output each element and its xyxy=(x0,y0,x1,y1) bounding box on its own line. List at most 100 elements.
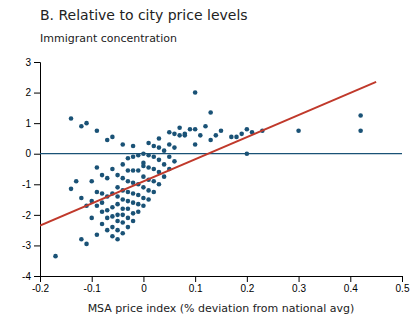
point xyxy=(141,203,146,208)
y-axis: -4-3-2-10123 xyxy=(22,57,40,282)
point xyxy=(120,162,125,167)
point xyxy=(126,225,131,230)
reference-line xyxy=(40,153,402,154)
point xyxy=(120,231,125,236)
point xyxy=(188,127,193,132)
tick-mark xyxy=(143,276,144,282)
point xyxy=(79,124,84,129)
point xyxy=(120,197,125,202)
tick-mark xyxy=(350,276,351,282)
point xyxy=(84,121,89,126)
point xyxy=(89,216,94,221)
tick-label: -4 xyxy=(22,271,31,282)
point xyxy=(131,144,136,149)
point xyxy=(115,213,120,218)
point xyxy=(95,232,100,237)
tick-mark xyxy=(402,276,403,282)
tick-label: 0.4 xyxy=(344,283,358,294)
axis-line xyxy=(34,63,41,277)
point xyxy=(157,136,162,141)
point xyxy=(69,116,74,121)
tick-label: 0.2 xyxy=(240,283,254,294)
point xyxy=(79,237,84,242)
point xyxy=(131,200,136,205)
point xyxy=(219,128,224,133)
point xyxy=(126,206,131,211)
tick-label: -3 xyxy=(22,240,31,251)
point xyxy=(239,132,244,137)
point xyxy=(110,167,115,172)
point xyxy=(74,179,79,184)
point xyxy=(245,151,250,156)
tick-mark xyxy=(247,276,248,282)
point xyxy=(131,211,136,216)
point xyxy=(120,220,125,225)
tick-label: -2 xyxy=(22,210,31,221)
point xyxy=(95,128,100,133)
y-axis-title: Immigrant concentration xyxy=(40,32,177,45)
tick: -2 xyxy=(22,210,40,221)
point xyxy=(115,202,120,207)
point xyxy=(79,196,84,201)
point xyxy=(131,191,136,196)
point xyxy=(84,242,89,247)
point xyxy=(126,190,131,195)
tick: -4 xyxy=(22,271,40,282)
point xyxy=(100,191,105,196)
tick: 0.4 xyxy=(344,276,358,294)
point xyxy=(105,176,110,181)
point xyxy=(53,254,58,259)
point xyxy=(245,127,250,132)
tick: 0.5 xyxy=(396,276,410,294)
point xyxy=(167,130,172,135)
tick-mark xyxy=(34,154,40,155)
tick-mark xyxy=(34,62,40,63)
trend-line xyxy=(40,82,376,226)
point xyxy=(105,138,110,143)
tick-label: 0.3 xyxy=(292,283,306,294)
point xyxy=(162,174,167,179)
tick: -0.2 xyxy=(32,276,50,294)
point xyxy=(358,128,363,133)
point xyxy=(151,154,156,159)
axis-line xyxy=(41,277,403,283)
tick-mark xyxy=(299,276,300,282)
tick: 3 xyxy=(25,57,40,68)
point xyxy=(141,164,146,169)
point xyxy=(110,234,115,239)
point xyxy=(136,193,141,198)
point xyxy=(115,194,120,199)
point xyxy=(100,222,105,227)
point xyxy=(214,133,219,138)
point xyxy=(115,185,120,190)
tick-mark xyxy=(34,276,40,277)
tick: -0.1 xyxy=(84,276,102,294)
point xyxy=(110,135,115,140)
point xyxy=(146,188,151,193)
point xyxy=(141,196,146,201)
point xyxy=(141,185,146,190)
point xyxy=(172,132,177,137)
tick-label: 2 xyxy=(25,87,31,98)
point xyxy=(296,128,301,133)
point xyxy=(131,219,136,224)
point xyxy=(120,206,125,211)
point xyxy=(89,179,94,184)
point xyxy=(115,219,120,224)
tick-mark xyxy=(34,123,40,124)
chart: B. Relative to city price levels Immigran… xyxy=(0,0,420,320)
point xyxy=(95,190,100,195)
point xyxy=(100,173,105,178)
x-axis: -0.2-0.100.10.20.30.40.5 xyxy=(32,276,410,294)
point xyxy=(162,148,167,153)
point xyxy=(141,174,146,179)
tick-label: 1 xyxy=(25,118,31,129)
tick: 1 xyxy=(25,118,40,129)
point xyxy=(151,190,156,195)
point xyxy=(157,182,162,187)
title: B. Relative to city price levels xyxy=(40,7,248,23)
point xyxy=(151,179,156,184)
point xyxy=(208,110,213,115)
tick-mark xyxy=(34,245,40,246)
point xyxy=(136,153,141,158)
